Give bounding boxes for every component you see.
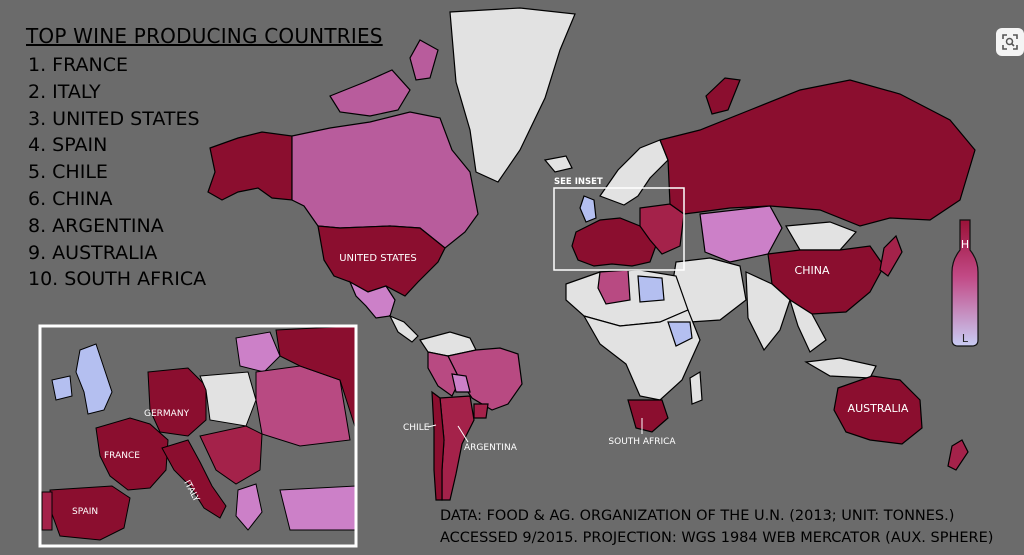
inset-spain — [49, 485, 131, 541]
label-china: CHINA — [795, 264, 830, 277]
chile — [431, 390, 445, 501]
novaya-zemlya — [705, 77, 741, 115]
inset-frame — [38, 324, 358, 548]
inset-baltics — [235, 331, 281, 373]
central-america — [388, 314, 419, 343]
inset-greece — [235, 483, 263, 531]
legend-bottle — [951, 219, 979, 347]
chart-title: TOP WINE PRODUCING COUNTRIES — [26, 24, 383, 48]
ranking-item: 10. SOUTH AFRICA — [28, 268, 207, 291]
legend-low-label: L — [962, 332, 969, 345]
label-australia: AUSTRALIA — [848, 402, 909, 415]
indonesia — [804, 357, 877, 379]
label-united-states: UNITED STATES — [339, 253, 417, 264]
canada-islands — [329, 39, 439, 117]
ranking-item: 3. UNITED STATES — [28, 107, 200, 130]
argentina-leader-line — [457, 425, 469, 443]
new-zealand — [947, 439, 969, 471]
inset-italy — [161, 439, 227, 519]
ranking-item: 6. CHINA — [28, 187, 113, 210]
inset-portugal — [41, 491, 53, 531]
label-south-africa: SOUTH AFRICA — [608, 437, 676, 447]
australia — [833, 375, 923, 445]
see-inset-label: SEE INSET — [554, 177, 603, 187]
uruguay — [473, 403, 489, 419]
europe-west — [571, 217, 659, 267]
southeast-asia — [788, 298, 827, 353]
japan — [879, 234, 903, 277]
india — [745, 271, 791, 352]
inset-label-spain: SPAIN — [72, 507, 98, 517]
inset-balkans — [199, 425, 263, 485]
alaska — [207, 131, 293, 201]
inset-ireland — [51, 375, 73, 401]
footer-projection: ACCESSED 9/2015. PROJECTION: WGS 1984 WE… — [440, 530, 994, 546]
inset-france — [95, 417, 169, 491]
russia — [659, 79, 976, 227]
ranking-item: 4. SPAIN — [28, 134, 108, 157]
inset-turkey — [279, 485, 357, 531]
legend-high-label: H — [961, 238, 969, 251]
inset-uk — [75, 343, 113, 415]
inset-label-germany: GERMANY — [144, 409, 190, 419]
ranking-item: 8. ARGENTINA — [28, 214, 164, 237]
visual-search-icon — [1002, 34, 1018, 50]
ethiopia — [667, 321, 693, 347]
inset-label-france: FRANCE — [104, 451, 140, 461]
libya — [637, 275, 665, 303]
ranking-list: 1. FRANCE 2. ITALY 3. UNITED STATES 4. S… — [28, 52, 206, 293]
scandinavia — [599, 139, 669, 206]
iceland — [543, 155, 573, 173]
visual-search-button[interactable] — [996, 28, 1024, 56]
greenland — [449, 7, 576, 183]
ranking-item: 5. CHILE — [28, 161, 108, 184]
peru-bolivia — [427, 351, 461, 397]
see-inset-box[interactable] — [553, 187, 685, 271]
ranking-item: 1. FRANCE — [28, 54, 129, 76]
inset-germany — [147, 367, 207, 437]
label-chile: CHILE — [403, 423, 430, 433]
europe-inset: GERMANY FRANCE SPAIN ITALY — [38, 324, 358, 548]
footer-source: DATA: FOOD & AG. ORGANIZATION OF THE U.N… — [440, 508, 955, 524]
usa — [317, 225, 446, 297]
mongolia — [785, 221, 858, 251]
canada — [291, 111, 479, 249]
paraguay — [451, 373, 471, 393]
uk — [579, 195, 597, 223]
algeria — [597, 269, 631, 305]
ranking-item: 9. AUSTRALIA — [28, 241, 158, 264]
south-africa — [627, 399, 669, 433]
chile-leader-line — [427, 424, 437, 428]
ranking-item: 2. ITALY — [28, 80, 101, 103]
label-argentina: ARGENTINA — [464, 443, 518, 453]
madagascar — [689, 370, 703, 405]
